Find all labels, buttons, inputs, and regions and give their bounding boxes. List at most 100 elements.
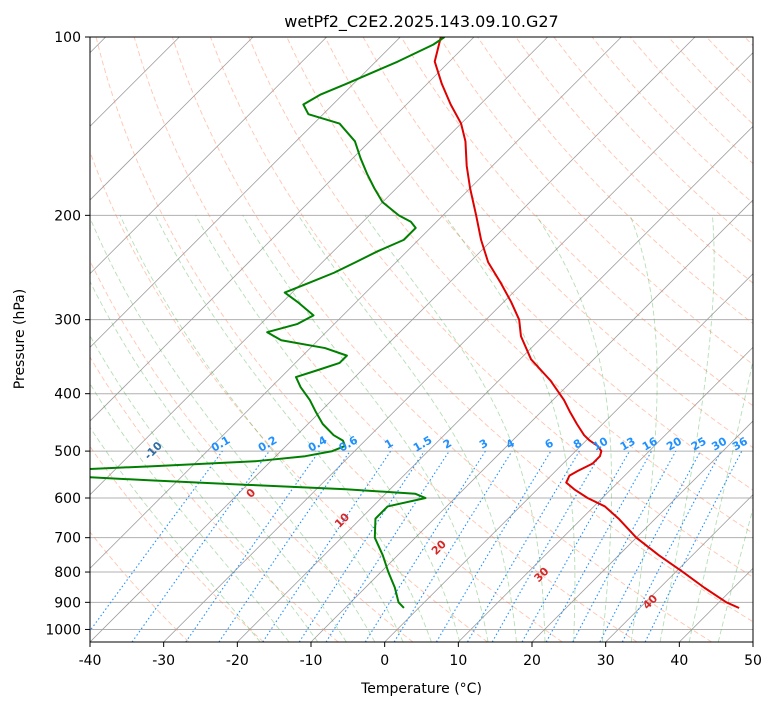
y-tick-label: 600 (54, 491, 81, 507)
isotherm-line (531, 420, 753, 642)
moist-adiabat-line (90, 280, 347, 642)
isotherm-line (384, 273, 753, 642)
dry-adiabat-line (515, 37, 753, 284)
x-tick-label: -30 (152, 653, 175, 669)
dry-adiabat-line (439, 37, 753, 365)
dewpoint-line (90, 37, 446, 609)
isotherm-line (237, 125, 753, 642)
mixing-ratio-line (572, 450, 677, 642)
isotherm-line (90, 37, 622, 569)
x-tick-label: 20 (523, 653, 541, 669)
x-tick-label: 0 (380, 653, 389, 669)
dry-adiabat-line (90, 356, 339, 642)
mixing-ratio-line (521, 450, 630, 642)
dry-adiabat-line (668, 37, 753, 125)
moist-adiabat-line (90, 334, 319, 642)
x-tick-label: 50 (744, 653, 762, 669)
y-tick-label: 900 (54, 595, 81, 611)
dry-adiabat-line (133, 37, 638, 642)
plot-frame (89, 36, 754, 643)
x-tick-label: 30 (597, 653, 615, 669)
x-tick-label: 40 (670, 653, 688, 669)
isotherm-line (458, 346, 753, 642)
dry-adiabat-line (90, 150, 488, 642)
background-lines (90, 37, 753, 642)
dry-adiabat-line (95, 37, 563, 642)
mixing-ratio-line (90, 450, 223, 632)
mixing-ratio-label: 3 (477, 437, 490, 452)
sounding-lines (90, 37, 740, 609)
dry-adiabat-line (90, 531, 190, 642)
mixing-ratio-line (435, 450, 552, 642)
axes: -40 -30 -20 -10 0 10 20 30 40 50 100 200 300 400 500 60… (45, 30, 762, 669)
mixing-ratio-line (545, 450, 653, 642)
isotherm-line (752, 641, 753, 642)
y-tick-label: 300 (54, 313, 81, 329)
isotherm-line (605, 494, 753, 642)
isotherm-line (679, 567, 753, 642)
isotherm-line (90, 37, 254, 201)
isotherm-line (90, 37, 548, 496)
temperature-line (433, 37, 740, 609)
mixing-ratio-line (218, 450, 351, 642)
dry-adiabat-line (591, 37, 753, 204)
dry-adiabat-label: 40 (640, 592, 660, 612)
moist-adiabat-line (90, 216, 376, 642)
mixing-ratio-line (298, 450, 425, 642)
y-tick-label: 700 (54, 531, 81, 547)
isotherm-line (90, 37, 475, 422)
dry-adiabat-label: 30 (532, 565, 552, 585)
moist-adiabat-line (195, 215, 461, 642)
dry-adiabat-line (210, 37, 753, 623)
mixing-ratio-line (131, 450, 270, 642)
dry-adiabat-line (400, 37, 753, 407)
dry-adiabat-line (362, 37, 753, 449)
moist-adiabat-line (688, 358, 753, 642)
isotherm-line (90, 37, 696, 642)
moist-adiabat-line (119, 215, 404, 642)
mixing-ratio-line (644, 450, 743, 642)
moist-adiabat-line (364, 215, 546, 642)
mixing-ratio-line (325, 450, 450, 642)
dry-adiabat-label: 20 (429, 537, 449, 557)
dry-adiabat-line (171, 37, 712, 642)
dry-adiabat-label: -10 (142, 439, 165, 462)
mixing-ratio-label: 1 (382, 437, 395, 452)
moist-adiabat-line (90, 426, 261, 642)
isotherm-line (90, 37, 327, 275)
moist-adiabat-line (90, 382, 290, 642)
isotherm-line (90, 37, 401, 348)
mixing-ratio-line (393, 450, 513, 642)
isotherm-line (310, 199, 753, 642)
moist-adiabat-line (659, 215, 715, 642)
x-tick-label: 10 (449, 653, 467, 669)
moist-adiabat-line (154, 215, 432, 642)
y-tick-label: 400 (54, 387, 81, 403)
moist-adiabat-line (444, 215, 576, 642)
y-tick-label: 1000 (45, 622, 81, 638)
dry-adiabat-line (553, 37, 753, 244)
x-tick-label: -40 (79, 653, 102, 669)
mixing-ratio-label: 2 (441, 437, 454, 452)
moist-adiabat-line (298, 215, 517, 642)
y-tick-label: 500 (54, 444, 81, 460)
mixing-ratio-line (185, 450, 320, 642)
mixing-ratio-line (621, 450, 722, 642)
y-tick-label: 100 (54, 30, 81, 46)
dry-adiabat-line (90, 445, 264, 642)
chart-title: wetPf2_C2E2.2025.143.09.10.G27 (284, 12, 558, 32)
mixing-ratio-label: 4 (504, 436, 517, 451)
isotherm-line (163, 52, 753, 642)
dry-adiabat-line (706, 37, 753, 86)
y-axis-label: Pressure (hPa) (12, 289, 28, 389)
dry-adiabat-line (744, 37, 753, 47)
moist-adiabat-line (629, 215, 658, 642)
x-axis-label: Temperature (°C) (360, 681, 482, 697)
mixing-ratio-line (262, 450, 392, 642)
moist-adiabat-line (535, 215, 613, 642)
y-tick-label: 200 (54, 208, 81, 224)
x-tick-label: -10 (300, 653, 323, 669)
mixing-ratio-label: 6 (543, 436, 556, 451)
x-tick-label: -20 (226, 653, 249, 669)
